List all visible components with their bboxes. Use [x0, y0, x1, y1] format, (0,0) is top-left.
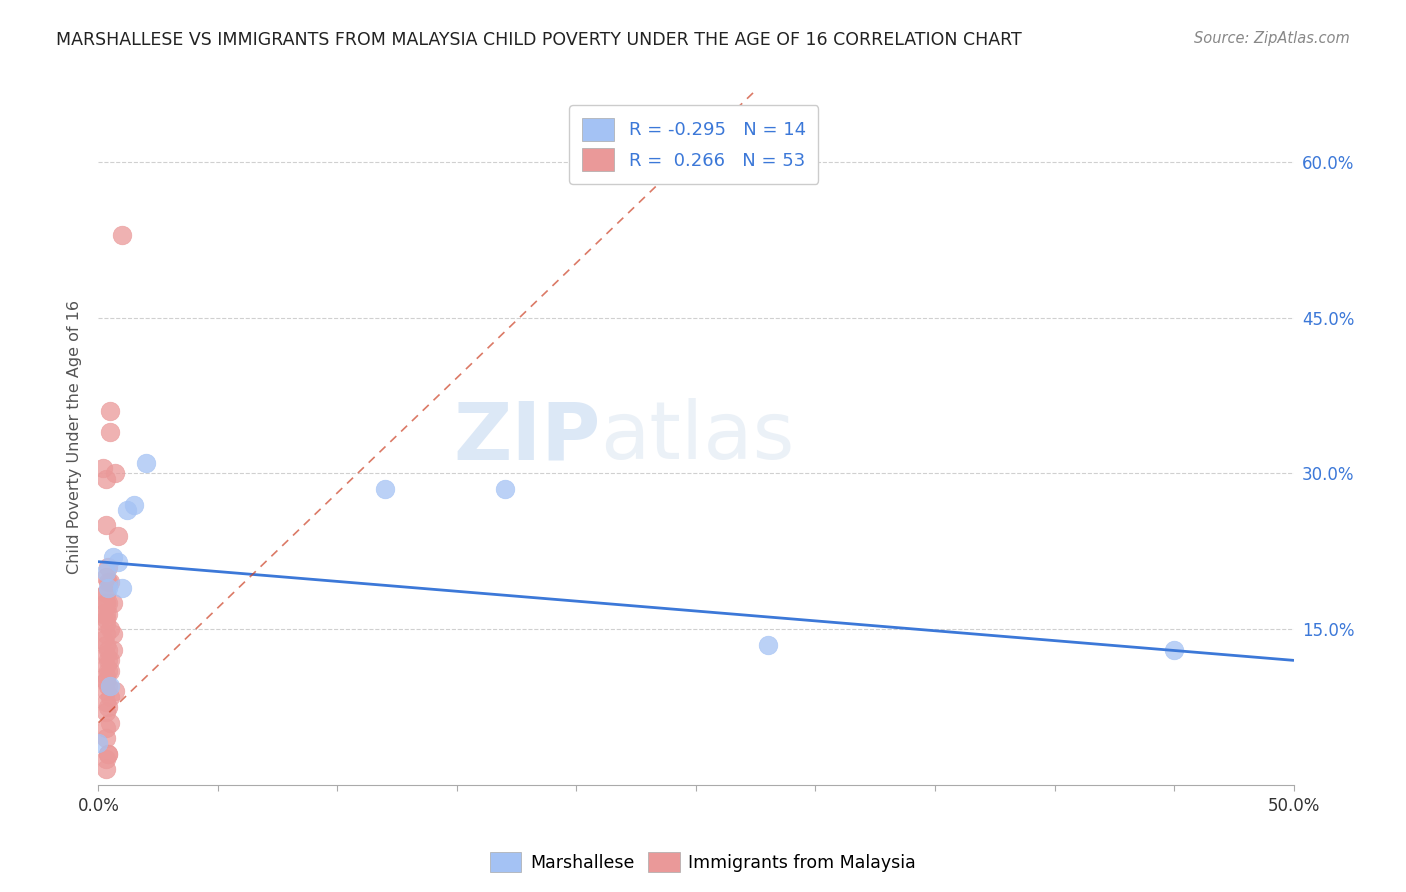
- Point: [135, 456, 157, 470]
- Point: [91, 461, 114, 475]
- Text: atlas: atlas: [600, 398, 794, 476]
- Text: MARSHALLESE VS IMMIGRANTS FROM MALAYSIA CHILD POVERTY UNDER THE AGE OF 16 CORREL: MARSHALLESE VS IMMIGRANTS FROM MALAYSIA …: [56, 31, 1022, 49]
- Point: [101, 627, 124, 641]
- Point: [107, 529, 129, 543]
- Point: [94, 669, 117, 683]
- Point: [94, 617, 117, 632]
- Point: [91, 607, 114, 621]
- Point: [98, 622, 122, 636]
- Point: [97, 643, 120, 657]
- Point: [97, 607, 120, 621]
- Point: [94, 648, 117, 662]
- Point: [98, 575, 122, 590]
- Point: [97, 581, 120, 595]
- Legend: Marshallese, Immigrants from Malaysia: Marshallese, Immigrants from Malaysia: [484, 845, 922, 879]
- Point: [94, 638, 117, 652]
- Point: [97, 664, 120, 678]
- Point: [124, 498, 146, 512]
- Point: [94, 684, 117, 698]
- Point: [94, 695, 117, 709]
- Point: [97, 679, 120, 693]
- Point: [97, 747, 120, 761]
- Point: [87, 736, 110, 750]
- Point: [104, 467, 127, 481]
- Point: [101, 549, 124, 564]
- Point: [94, 570, 117, 584]
- Point: [94, 706, 117, 720]
- Text: ZIP: ZIP: [453, 398, 600, 476]
- Point: [91, 632, 114, 647]
- Point: [94, 607, 117, 621]
- Point: [97, 700, 120, 714]
- Y-axis label: Child Poverty Under the Age of 16: Child Poverty Under the Age of 16: [67, 300, 83, 574]
- Point: [94, 518, 117, 533]
- Point: [94, 612, 117, 626]
- Point: [94, 763, 117, 777]
- Point: [94, 674, 117, 689]
- Point: [94, 731, 117, 746]
- Point: [1163, 643, 1185, 657]
- Point: [98, 425, 122, 439]
- Point: [94, 596, 117, 610]
- Point: [97, 596, 120, 610]
- Point: [94, 674, 117, 689]
- Point: [111, 227, 134, 242]
- Point: [115, 502, 138, 516]
- Point: [94, 586, 117, 600]
- Point: [94, 596, 117, 610]
- Point: [374, 482, 396, 496]
- Point: [98, 664, 122, 678]
- Point: [94, 565, 117, 579]
- Point: [94, 721, 117, 735]
- Point: [97, 747, 120, 761]
- Text: Source: ZipAtlas.com: Source: ZipAtlas.com: [1194, 31, 1350, 46]
- Point: [97, 653, 120, 667]
- Point: [94, 752, 117, 766]
- Point: [98, 404, 122, 418]
- Point: [756, 638, 779, 652]
- Point: [101, 643, 124, 657]
- Point: [94, 658, 117, 673]
- Point: [98, 690, 122, 704]
- Point: [94, 586, 117, 600]
- Point: [98, 679, 122, 693]
- Point: [111, 581, 134, 595]
- Point: [94, 627, 117, 641]
- Point: [494, 482, 516, 496]
- Legend: R = -0.295   N = 14, R =  0.266   N = 53: R = -0.295 N = 14, R = 0.266 N = 53: [569, 105, 818, 184]
- Point: [98, 715, 122, 730]
- Point: [107, 555, 129, 569]
- Point: [98, 653, 122, 667]
- Point: [97, 575, 120, 590]
- Point: [94, 472, 117, 486]
- Point: [104, 684, 127, 698]
- Point: [97, 560, 120, 574]
- Point: [101, 596, 124, 610]
